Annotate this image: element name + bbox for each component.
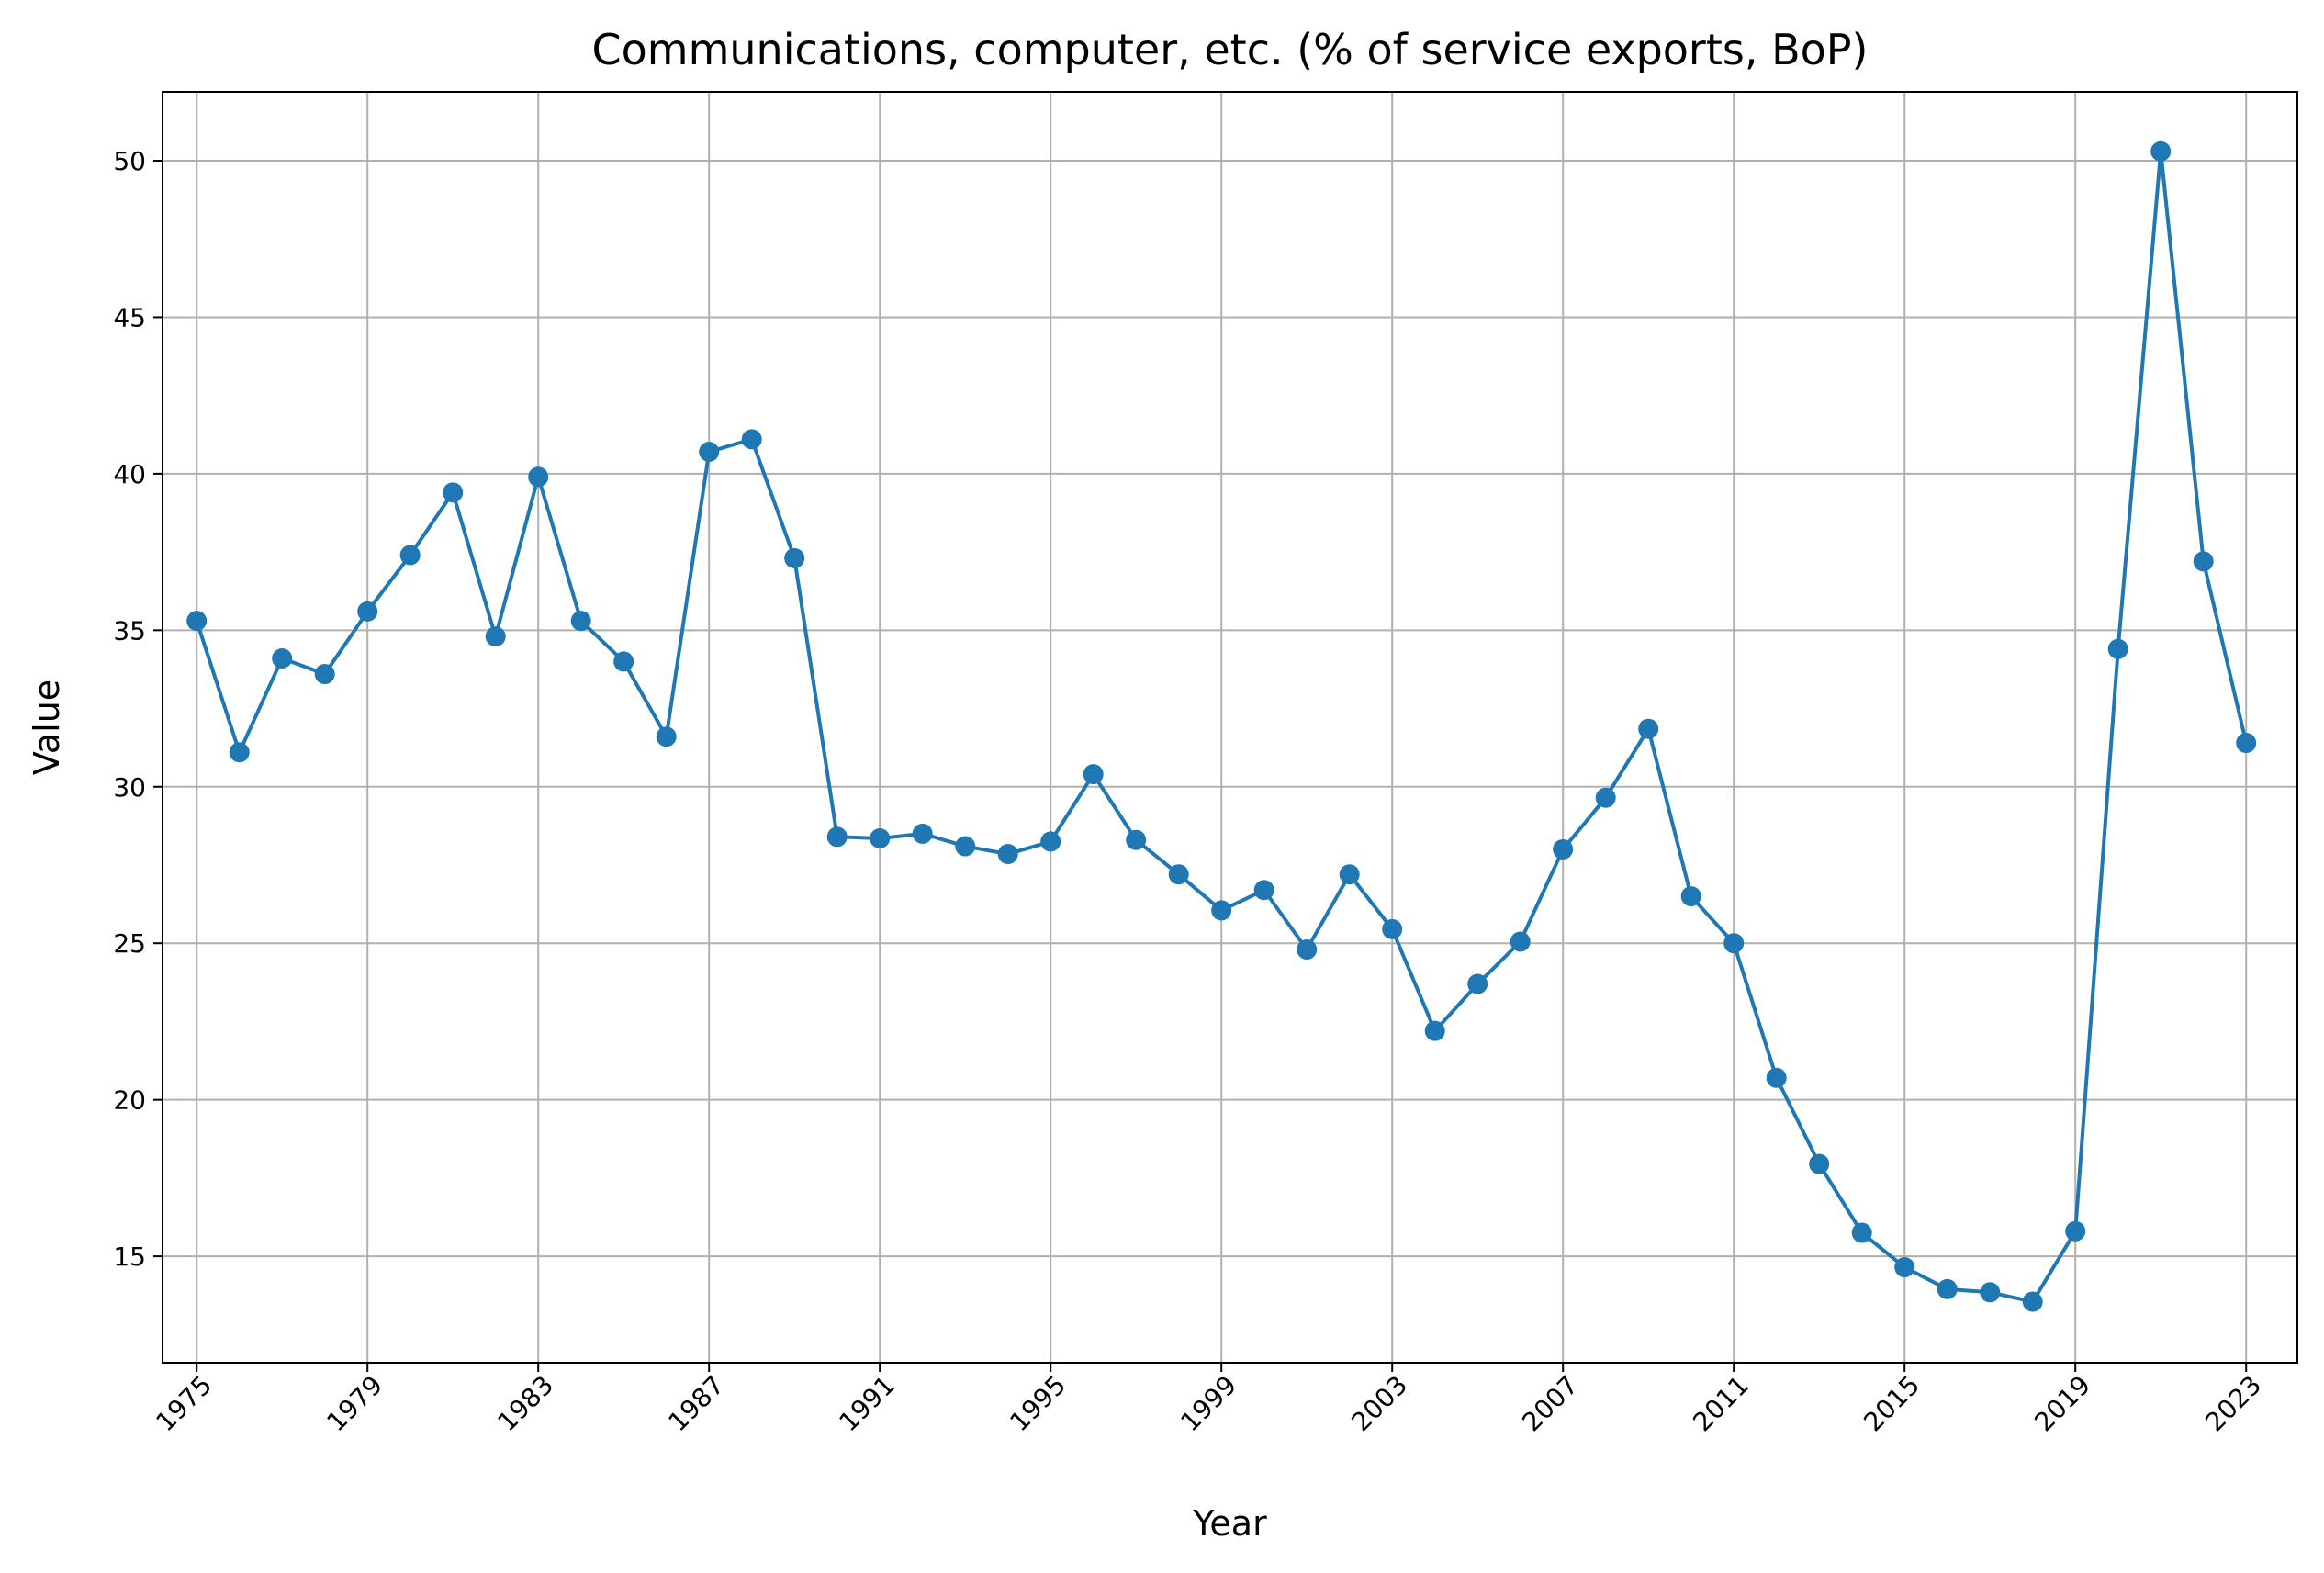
data-point xyxy=(826,826,848,848)
data-point xyxy=(314,664,335,685)
grid-lines xyxy=(163,92,2297,1363)
y-tick-label: 30 xyxy=(113,772,146,803)
data-point xyxy=(1126,829,1147,850)
data-point xyxy=(2107,638,2128,659)
data-point xyxy=(399,545,421,566)
data-point xyxy=(570,611,591,632)
y-tick-label: 15 xyxy=(113,1242,146,1272)
data-point xyxy=(1980,1282,2001,1303)
data-point xyxy=(613,651,634,672)
y-tick-label: 35 xyxy=(113,615,146,646)
series-markers xyxy=(186,140,2257,1312)
data-point xyxy=(1467,973,1488,994)
data-point xyxy=(955,836,976,857)
data-point xyxy=(1083,764,1104,785)
data-point xyxy=(870,828,891,849)
data-point xyxy=(997,844,1018,865)
chart-title: Communications, computer, etc. (% of ser… xyxy=(592,25,1869,74)
y-tick-label: 50 xyxy=(113,146,146,176)
data-point xyxy=(1766,1067,1787,1088)
y-tick-label: 25 xyxy=(113,928,146,959)
data-point xyxy=(1638,718,1659,739)
data-point xyxy=(1510,931,1531,952)
data-point xyxy=(1595,787,1616,808)
data-point xyxy=(1680,886,1701,907)
data-point xyxy=(741,429,762,450)
plot-area-frame xyxy=(162,91,2298,1364)
data-point xyxy=(443,482,464,503)
data-point xyxy=(1809,1153,1830,1174)
data-point xyxy=(1168,864,1189,885)
data-point xyxy=(1723,933,1745,954)
data-point xyxy=(912,823,933,844)
data-point xyxy=(272,648,293,669)
data-point xyxy=(2150,140,2172,162)
data-point xyxy=(2193,551,2214,572)
y-axis-label: Value xyxy=(27,680,67,775)
data-point xyxy=(229,742,250,763)
data-point xyxy=(2236,733,2257,754)
data-point xyxy=(2065,1220,2086,1242)
data-point xyxy=(1894,1257,1915,1278)
data-point xyxy=(699,442,720,463)
data-point xyxy=(784,547,805,568)
data-point xyxy=(2022,1291,2043,1312)
data-point xyxy=(1553,838,1574,860)
data-point xyxy=(357,601,378,622)
y-axis-ticks: 15 20 25 30 35 40 45 50 xyxy=(113,146,163,1272)
y-tick-label: 45 xyxy=(113,302,146,332)
data-point xyxy=(1040,831,1061,852)
data-point xyxy=(1253,880,1274,901)
data-point xyxy=(1937,1278,1958,1299)
y-tick-label: 40 xyxy=(113,459,146,489)
data-point xyxy=(1424,1020,1445,1041)
data-point xyxy=(1339,864,1360,885)
data-point xyxy=(1211,900,1232,921)
y-tick-label: 20 xyxy=(113,1085,146,1116)
data-point xyxy=(656,726,677,747)
data-point xyxy=(528,466,549,488)
data-point xyxy=(485,626,506,647)
data-point xyxy=(1297,939,1318,961)
data-point xyxy=(186,611,208,632)
data-point xyxy=(1382,918,1403,939)
data-point xyxy=(1851,1222,1872,1243)
x-axis-label: Year xyxy=(1192,1503,1267,1544)
